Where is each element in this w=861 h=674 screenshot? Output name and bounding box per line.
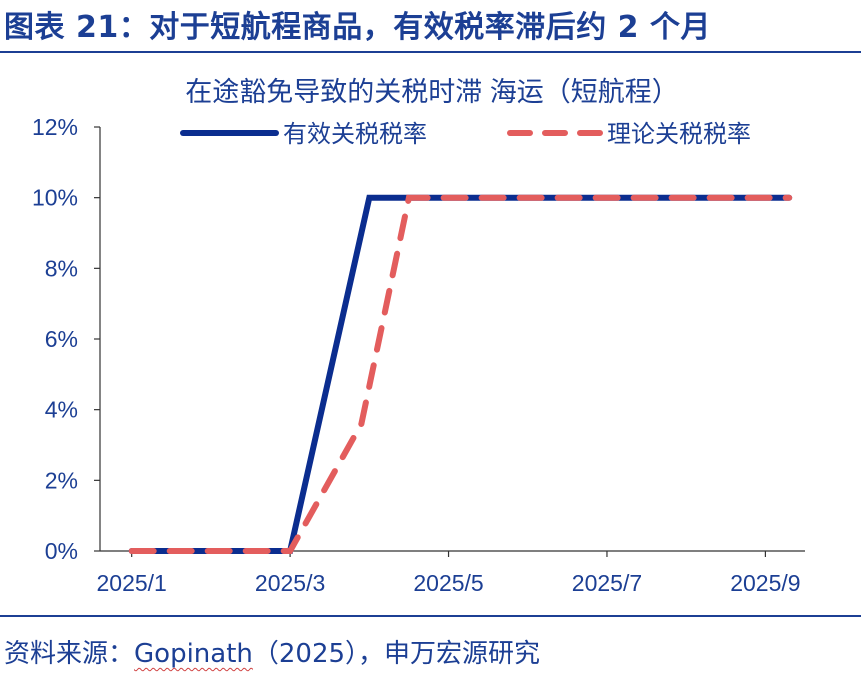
source-prefix: 资料来源： [4, 639, 135, 669]
x-tick-label: 2025/7 [572, 570, 642, 596]
source-name: Gopinath [134, 639, 253, 669]
y-tick-label: 12% [32, 114, 78, 140]
x-tick-label: 2025/1 [97, 570, 167, 596]
y-tick-label: 6% [45, 326, 78, 352]
effective-tariff-line [128, 194, 793, 554]
figure-header: 图表 21：对于短航程商品，有效税率滞后约 2 个月 [0, 0, 861, 54]
footer-rule [0, 615, 861, 617]
y-tick-label: 4% [45, 397, 78, 423]
x-tick-label: 2025/3 [255, 570, 325, 596]
figure-title: 图表 21：对于短航程商品，有效税率滞后约 2 个月 [4, 10, 711, 45]
line-chart: 在途豁免导致的关税时滞 海运（短航程） 有效关税税率 理论关税税率 0% 2% 4% 6… [32, 77, 805, 596]
theoretical-tariff-line [128, 194, 793, 554]
y-tick-label: 8% [45, 255, 78, 281]
y-tick-label: 10% [32, 185, 78, 211]
chart-axes: 0% 2% 4% 6% 8% 10% 12% 2025/1 2025/3 2025/5 2025/7… [32, 114, 805, 596]
chart-legend: 有效关税税率 理论关税税率 [180, 121, 751, 148]
legend-theoretical-label: 理论关税税率 [607, 121, 751, 148]
y-tick-label: 2% [45, 467, 78, 493]
x-tick-label: 2025/9 [730, 570, 800, 596]
x-tick-label: 2025/5 [413, 570, 483, 596]
legend-effective-label: 有效关税税率 [283, 121, 427, 148]
chart-title: 在途豁免导致的关税时滞 海运（短航程） [185, 77, 679, 107]
y-tick-label: 0% [45, 538, 78, 564]
source-suffix: （2025），申万宏源研究 [252, 639, 541, 669]
figure-source: 资料来源：Gopinath（2025），申万宏源研究 [4, 633, 540, 670]
header-rule [0, 51, 861, 53]
chart-series [128, 194, 793, 554]
